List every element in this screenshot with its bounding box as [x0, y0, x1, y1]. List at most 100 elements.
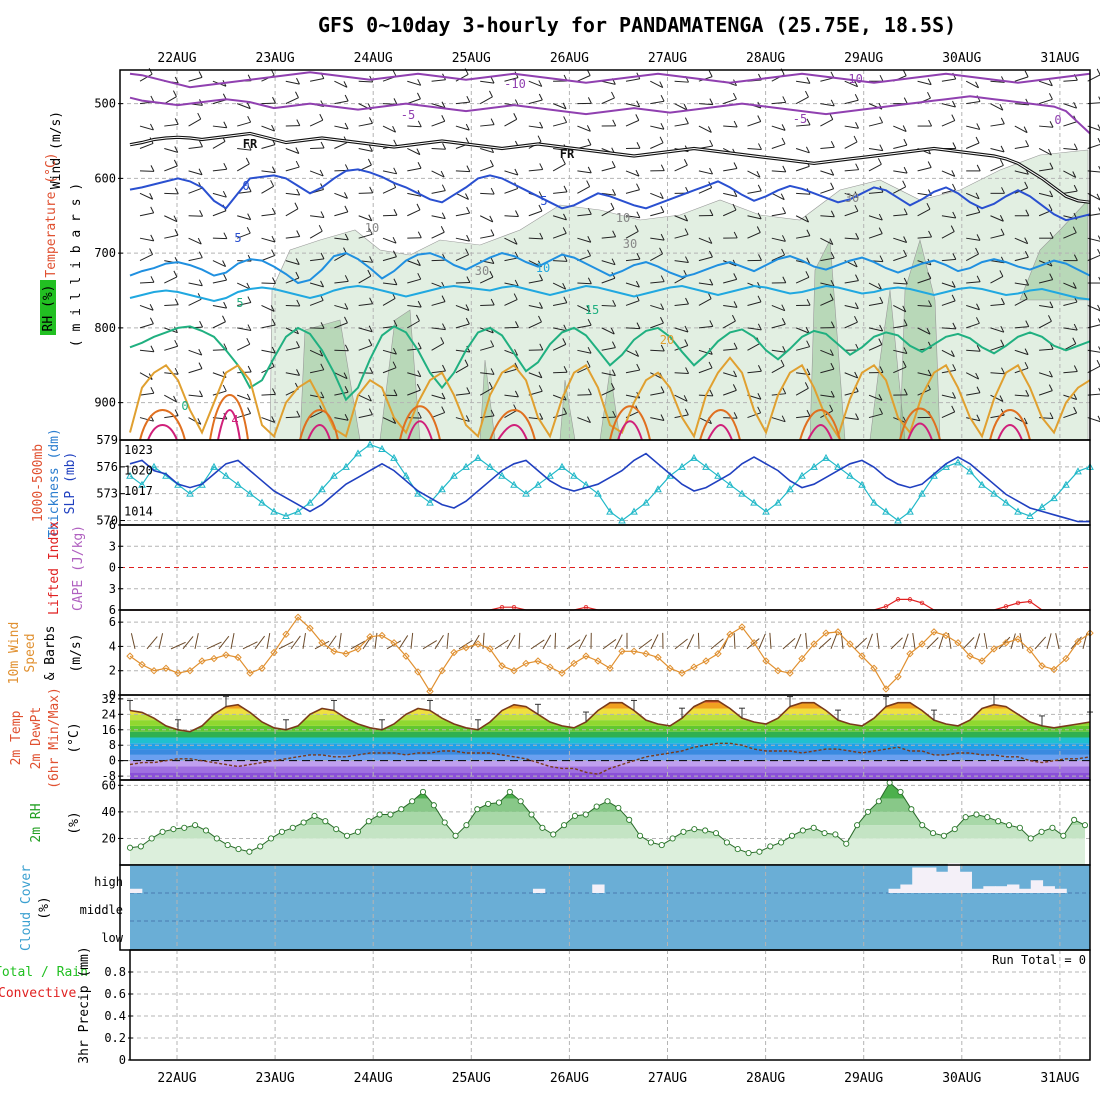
barb	[480, 124, 495, 127]
barb-flag	[296, 341, 300, 348]
barb-flag	[806, 118, 811, 126]
rh-point-21	[354, 828, 361, 835]
barb-flag	[1000, 228, 1005, 236]
wind-point-39	[594, 657, 602, 665]
barb	[261, 393, 276, 396]
rh-area-0	[269, 149, 1089, 441]
barb-flag	[513, 238, 518, 245]
barb-flag	[683, 395, 688, 402]
thickness-point-37	[570, 471, 578, 479]
barb-flag	[685, 367, 690, 374]
thickness-point-29	[474, 453, 482, 461]
thickness-point-72	[990, 489, 998, 497]
barb-flag	[392, 417, 397, 424]
barb-flag	[611, 258, 616, 265]
rh-point-47	[637, 832, 644, 839]
barb	[747, 147, 762, 150]
barb-flag	[586, 125, 591, 132]
temp-band-3	[130, 754, 1090, 761]
barb-flag	[830, 251, 835, 259]
barb	[455, 125, 470, 131]
barb-flag	[246, 102, 251, 109]
barb	[771, 212, 786, 217]
barb	[310, 215, 325, 218]
barb	[990, 80, 1005, 83]
thickness-point-2	[150, 462, 158, 470]
barb-flag	[709, 139, 714, 147]
barb	[285, 260, 300, 265]
barb-flag	[538, 204, 543, 212]
barb	[188, 282, 203, 287]
barb	[674, 345, 688, 351]
thickness-point-57	[810, 462, 818, 470]
dewpt-label: 2m DewPt	[29, 707, 44, 770]
cloud-bar-72	[983, 886, 996, 893]
barb-flag	[441, 101, 446, 108]
wind-point-42	[630, 647, 638, 655]
barb-flag	[199, 390, 203, 397]
barb	[139, 73, 153, 82]
wind-point-51	[738, 623, 746, 631]
cloud-bar-39	[592, 884, 605, 893]
rh-point-80	[995, 818, 1002, 825]
barb	[990, 103, 1004, 111]
barb	[504, 77, 519, 82]
contour-label-rh-1: 30	[845, 191, 859, 205]
barb-flag	[223, 343, 228, 350]
barb-flag	[999, 159, 1004, 166]
barb-flag	[199, 320, 204, 328]
barb	[577, 125, 591, 132]
bottom-date-25AUG: 25AUG	[452, 1071, 491, 1086]
cloud-bar-66	[912, 867, 925, 893]
barb-flag	[660, 233, 665, 241]
barb-flag	[320, 322, 325, 329]
thickness-point-14	[294, 507, 302, 515]
barb	[966, 322, 980, 329]
thickness-point-75	[1026, 512, 1034, 520]
barb-flag	[465, 415, 470, 422]
rh-point-19	[333, 826, 340, 833]
barb	[528, 304, 543, 309]
barb	[698, 237, 713, 244]
barb-flag	[829, 238, 834, 245]
rh-point-5	[181, 824, 188, 831]
barb	[990, 414, 1005, 419]
wind-barb-74	[1019, 633, 1024, 649]
barb-flag	[684, 325, 689, 333]
wind-barbs-label: & Barbs	[43, 626, 58, 681]
barb-flag	[855, 274, 859, 281]
temp-side-labels: 2m Temp 2m DewPt (6hr Min/Max) (°C)	[9, 687, 82, 789]
barb-flag	[148, 67, 153, 75]
barb-flag	[708, 70, 713, 77]
rh-point-75	[940, 832, 947, 839]
barb-flag	[466, 387, 471, 394]
warm-contour-7	[799, 409, 841, 441]
barb-flag	[879, 366, 884, 373]
wind-point-6	[198, 657, 206, 665]
barb-flag	[806, 368, 811, 375]
cloud-bar-68	[935, 871, 949, 893]
barb	[771, 125, 786, 131]
barb-flag	[952, 364, 957, 371]
barb-flag	[976, 303, 980, 311]
wind-point-67	[930, 628, 938, 636]
barb-flag	[733, 412, 738, 419]
barb-flag	[952, 142, 957, 149]
barb	[431, 301, 446, 306]
thick-tick-576: 576	[96, 460, 118, 474]
thickness-point-7	[210, 462, 218, 470]
rh-point-0	[126, 844, 134, 851]
rh-point-56	[734, 846, 741, 853]
barb-flag	[587, 236, 592, 243]
slp-tick-1014: 1014	[124, 504, 153, 518]
cloud-bar-73	[995, 886, 1008, 893]
barb-flag	[853, 135, 858, 143]
cloud-bars	[130, 863, 1067, 893]
barb	[917, 327, 931, 335]
rh-point-17	[311, 812, 318, 819]
thickness-point-60	[846, 471, 854, 479]
barb	[237, 147, 252, 151]
barb-flag	[1048, 79, 1053, 86]
barb	[747, 215, 762, 220]
